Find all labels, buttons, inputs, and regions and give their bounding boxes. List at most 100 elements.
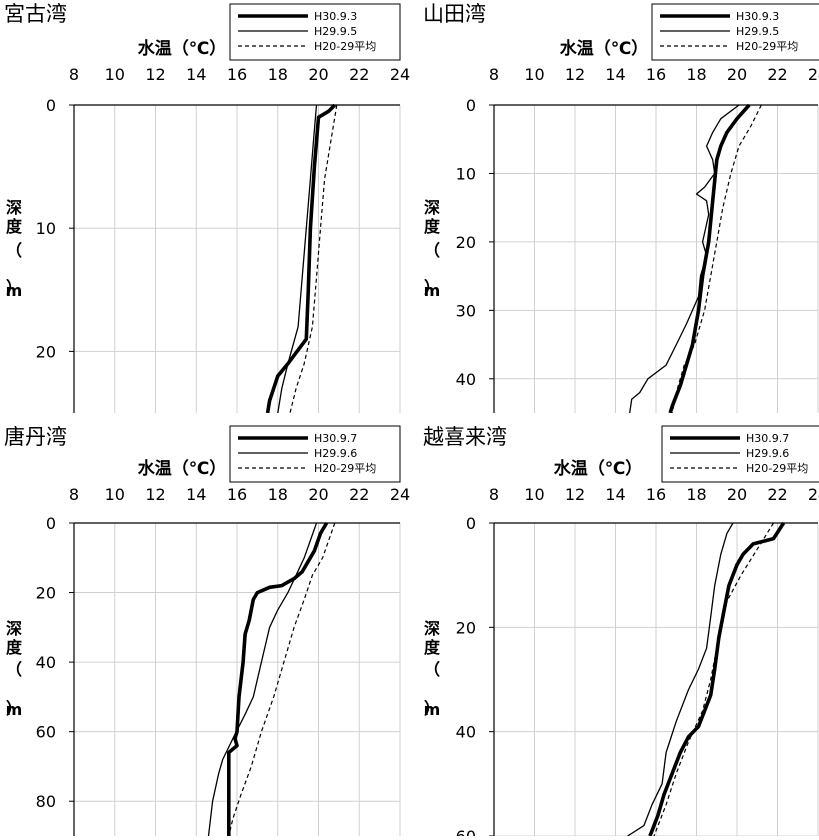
legend-label: H30.9.7 [746,432,789,445]
x-tick-label: 8 [489,485,499,504]
legend-label: H29.9.5 [736,25,779,38]
y-axis-label-char: ） [6,699,22,718]
legend-label: H30.9.3 [314,10,357,23]
x-tick-label: 18 [268,65,288,84]
x-tick-label: 8 [69,65,79,84]
y-axis-label-char: m [6,700,23,719]
y-axis-label: 深度 （ m） [6,619,23,719]
y-tick-label: 20 [36,584,56,603]
x-tick-label: 20 [308,485,328,504]
y-axis-label-char: （ [424,660,440,679]
y-tick-label: 40 [456,723,476,742]
series-line-dashed [653,522,775,836]
series-line-thin [627,522,734,836]
x-tick-label: 16 [646,65,666,84]
y-tick-label: 80 [36,792,56,811]
x-tick-label: 24 [390,485,410,504]
y-tick-label: 0 [466,96,476,115]
x-tick-label: 20 [308,65,328,84]
legend-label: H20-29平均 [736,40,798,53]
y-axis-label-char: 深 [6,619,22,638]
x-tick-label: 20 [727,65,747,84]
y-axis-label-char: m [424,281,441,300]
legend-label: H20-29平均 [314,40,376,53]
legend-box [229,425,401,483]
x-tick-label: 18 [686,65,706,84]
x-tick-label: 18 [268,485,288,504]
legend-box [229,3,401,61]
x-tick-label: 10 [524,65,544,84]
x-tick-label: 22 [767,485,787,504]
x-tick-label: 16 [227,485,247,504]
y-axis-label: 深度 （ m） [424,198,441,300]
x-tick-label: 16 [646,485,666,504]
x-tick-label: 22 [349,65,369,84]
series-line-thin [207,522,318,836]
series-line-thin [277,104,318,413]
y-axis-label-char: 度 [424,217,441,236]
y-axis-label-char: m [6,281,23,300]
x-tick-label: 8 [489,65,499,84]
y-tick-label: 0 [46,514,56,533]
y-axis-label-char: m [424,700,441,719]
x-tick-label: 12 [565,485,585,504]
series-line-thick [227,522,329,836]
y-axis-label-char: 深 [424,619,440,638]
legend-box [661,425,819,483]
x-tick-label: 10 [524,485,544,504]
series-line-thick [265,103,337,413]
series-line-dashed [289,104,338,413]
x-tick-label: 18 [686,485,706,504]
x-tick-label: 14 [186,485,206,504]
y-tick-label: 40 [456,370,476,389]
legend-label: H29.9.6 [746,447,789,460]
y-tick-label: 30 [456,301,476,320]
y-tick-label: 10 [456,164,476,183]
x-tick-label: 22 [767,65,787,84]
x-tick-label: 14 [605,485,625,504]
x-tick-label: 24 [808,485,819,504]
legend-label: H30.9.7 [314,432,357,445]
x-axis-label: 水温（℃） [138,458,227,479]
x-axis-label: 水温（℃） [554,458,643,479]
y-axis-label-char: 度 [6,217,23,236]
y-axis-label-char: ） [6,278,22,297]
x-tick-label: 12 [565,65,585,84]
x-tick-label: 14 [186,65,206,84]
x-tick-label: 10 [105,65,125,84]
x-tick-label: 24 [390,65,410,84]
x-tick-label: 12 [145,65,165,84]
x-tick-label: 12 [145,485,165,504]
chart-title: 唐丹湾 [4,425,67,449]
y-axis-label-char: 度 [424,638,441,657]
y-tick-label: 40 [36,653,56,672]
series-line-thick [648,522,786,836]
y-axis-label-char: （ [6,660,22,679]
y-tick-label: 20 [456,618,476,637]
y-axis-label: 深度 （ m） [424,619,441,719]
y-axis-label-char: 深 [6,198,22,217]
chart-title: 宮古湾 [4,2,67,26]
x-tick-label: 16 [227,65,247,84]
y-axis-label-char: ） [424,699,440,718]
y-axis-label-char: （ [424,241,440,260]
chart-title: 越喜来湾 [423,425,507,449]
y-tick-label: 60 [456,827,476,836]
y-axis-label-char: （ [6,241,22,260]
series-line-dashed [671,104,762,413]
y-tick-label: 10 [36,219,56,238]
legend-label: H29.9.5 [314,25,357,38]
y-axis-label: 深度 （ m） [6,198,23,300]
y-tick-label: 60 [36,723,56,742]
series-line-thin [629,104,740,413]
x-tick-label: 10 [105,485,125,504]
y-tick-label: 20 [456,233,476,252]
series-line-dashed [228,522,336,836]
legend-box [651,3,819,61]
y-tick-label: 0 [46,96,56,115]
